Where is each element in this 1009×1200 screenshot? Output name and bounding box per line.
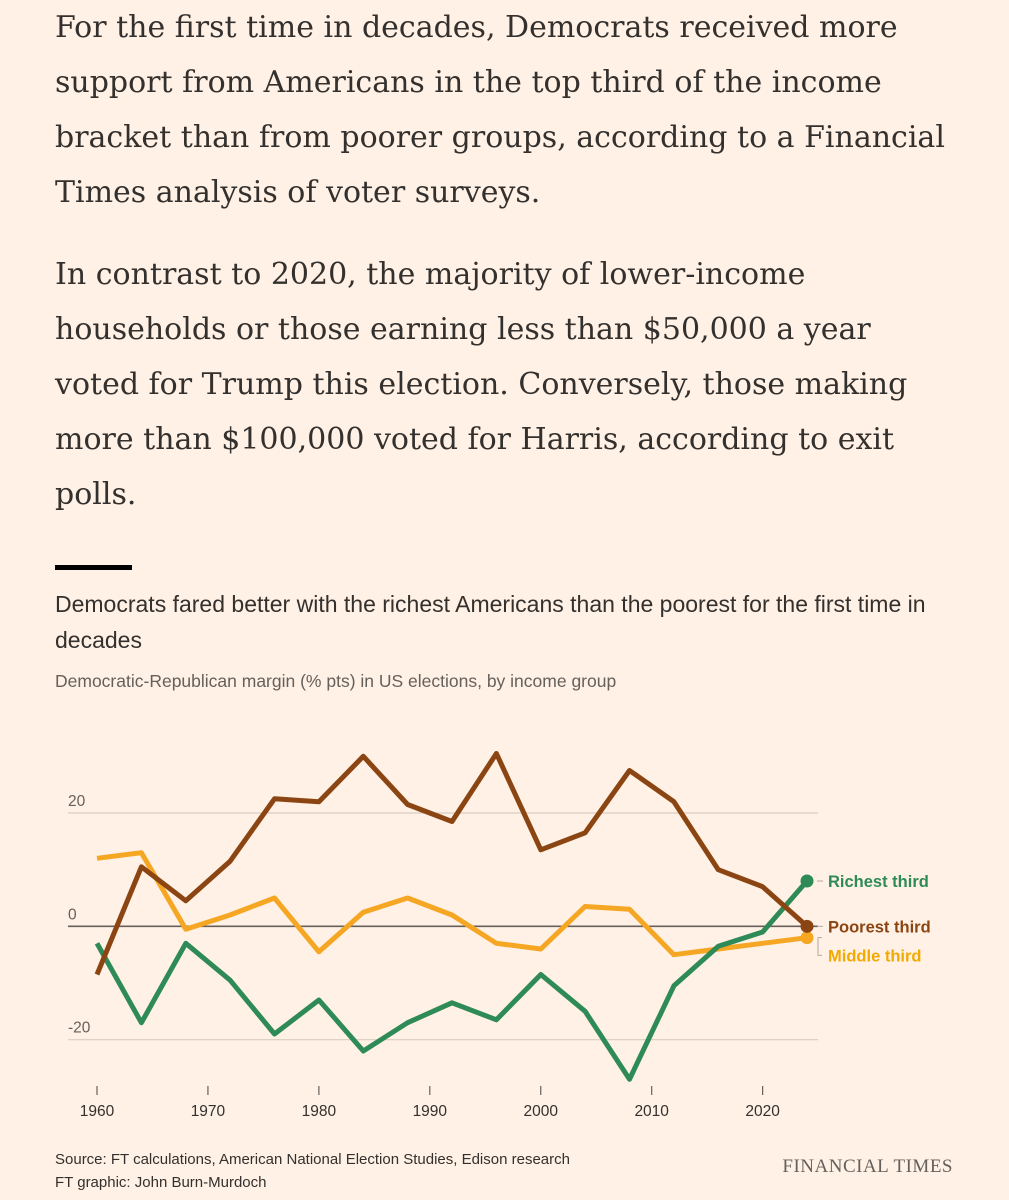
end-point-middle-third (800, 931, 814, 945)
x-tick-label: 1990 (413, 1103, 448, 1120)
series-line-middle-third (96, 850, 808, 958)
series-lines (94, 751, 814, 1082)
x-axis: 1960 1970 1980 1990 2000 2010 2020 (80, 1086, 780, 1120)
chart-footer: Source: FT calculations, American Nation… (55, 1148, 570, 1194)
end-point-poorest-third (800, 919, 814, 933)
article-paragraph: In contrast to 2020, the majority of low… (55, 257, 908, 512)
x-tick-label: 1980 (302, 1103, 337, 1120)
end-point-richest-third (800, 874, 814, 888)
series-line-richest-third (94, 879, 809, 1082)
series-labels: Richest third Poorest third Middle third (817, 873, 931, 965)
x-tick-label: 2000 (524, 1103, 559, 1120)
article-text: For the first time in decades, Democrats… (55, 0, 955, 549)
series-label-richest-third: Richest third (828, 873, 929, 891)
graphic-credit: FT graphic: John Burn-Murdoch (55, 1174, 267, 1191)
brand-wordmark: FINANCIAL TIMES (782, 1156, 953, 1177)
series-line-poorest-third (94, 751, 809, 976)
label-leader (817, 937, 822, 956)
series-label-poorest-third: Poorest third (828, 918, 931, 936)
chart-subtitle: Democratic-Republican margin (% pts) in … (55, 671, 617, 691)
x-tick-label: 2010 (634, 1103, 669, 1120)
y-tick-label: -20 (68, 1020, 91, 1037)
y-tick-label: 20 (68, 793, 86, 810)
x-tick-label: 1960 (80, 1103, 115, 1120)
chart-header-rule (55, 565, 132, 570)
x-tick-label: 2020 (745, 1103, 780, 1120)
source-note: Source: FT calculations, American Nation… (55, 1151, 570, 1168)
y-tick-label: 0 (68, 906, 77, 923)
chart-title: Democrats fared better with the richest … (55, 591, 926, 653)
article-paragraph: For the first time in decades, Democrats… (55, 10, 945, 210)
x-tick-label: 1970 (191, 1103, 226, 1120)
series-label-middle-third: Middle third (828, 947, 922, 965)
